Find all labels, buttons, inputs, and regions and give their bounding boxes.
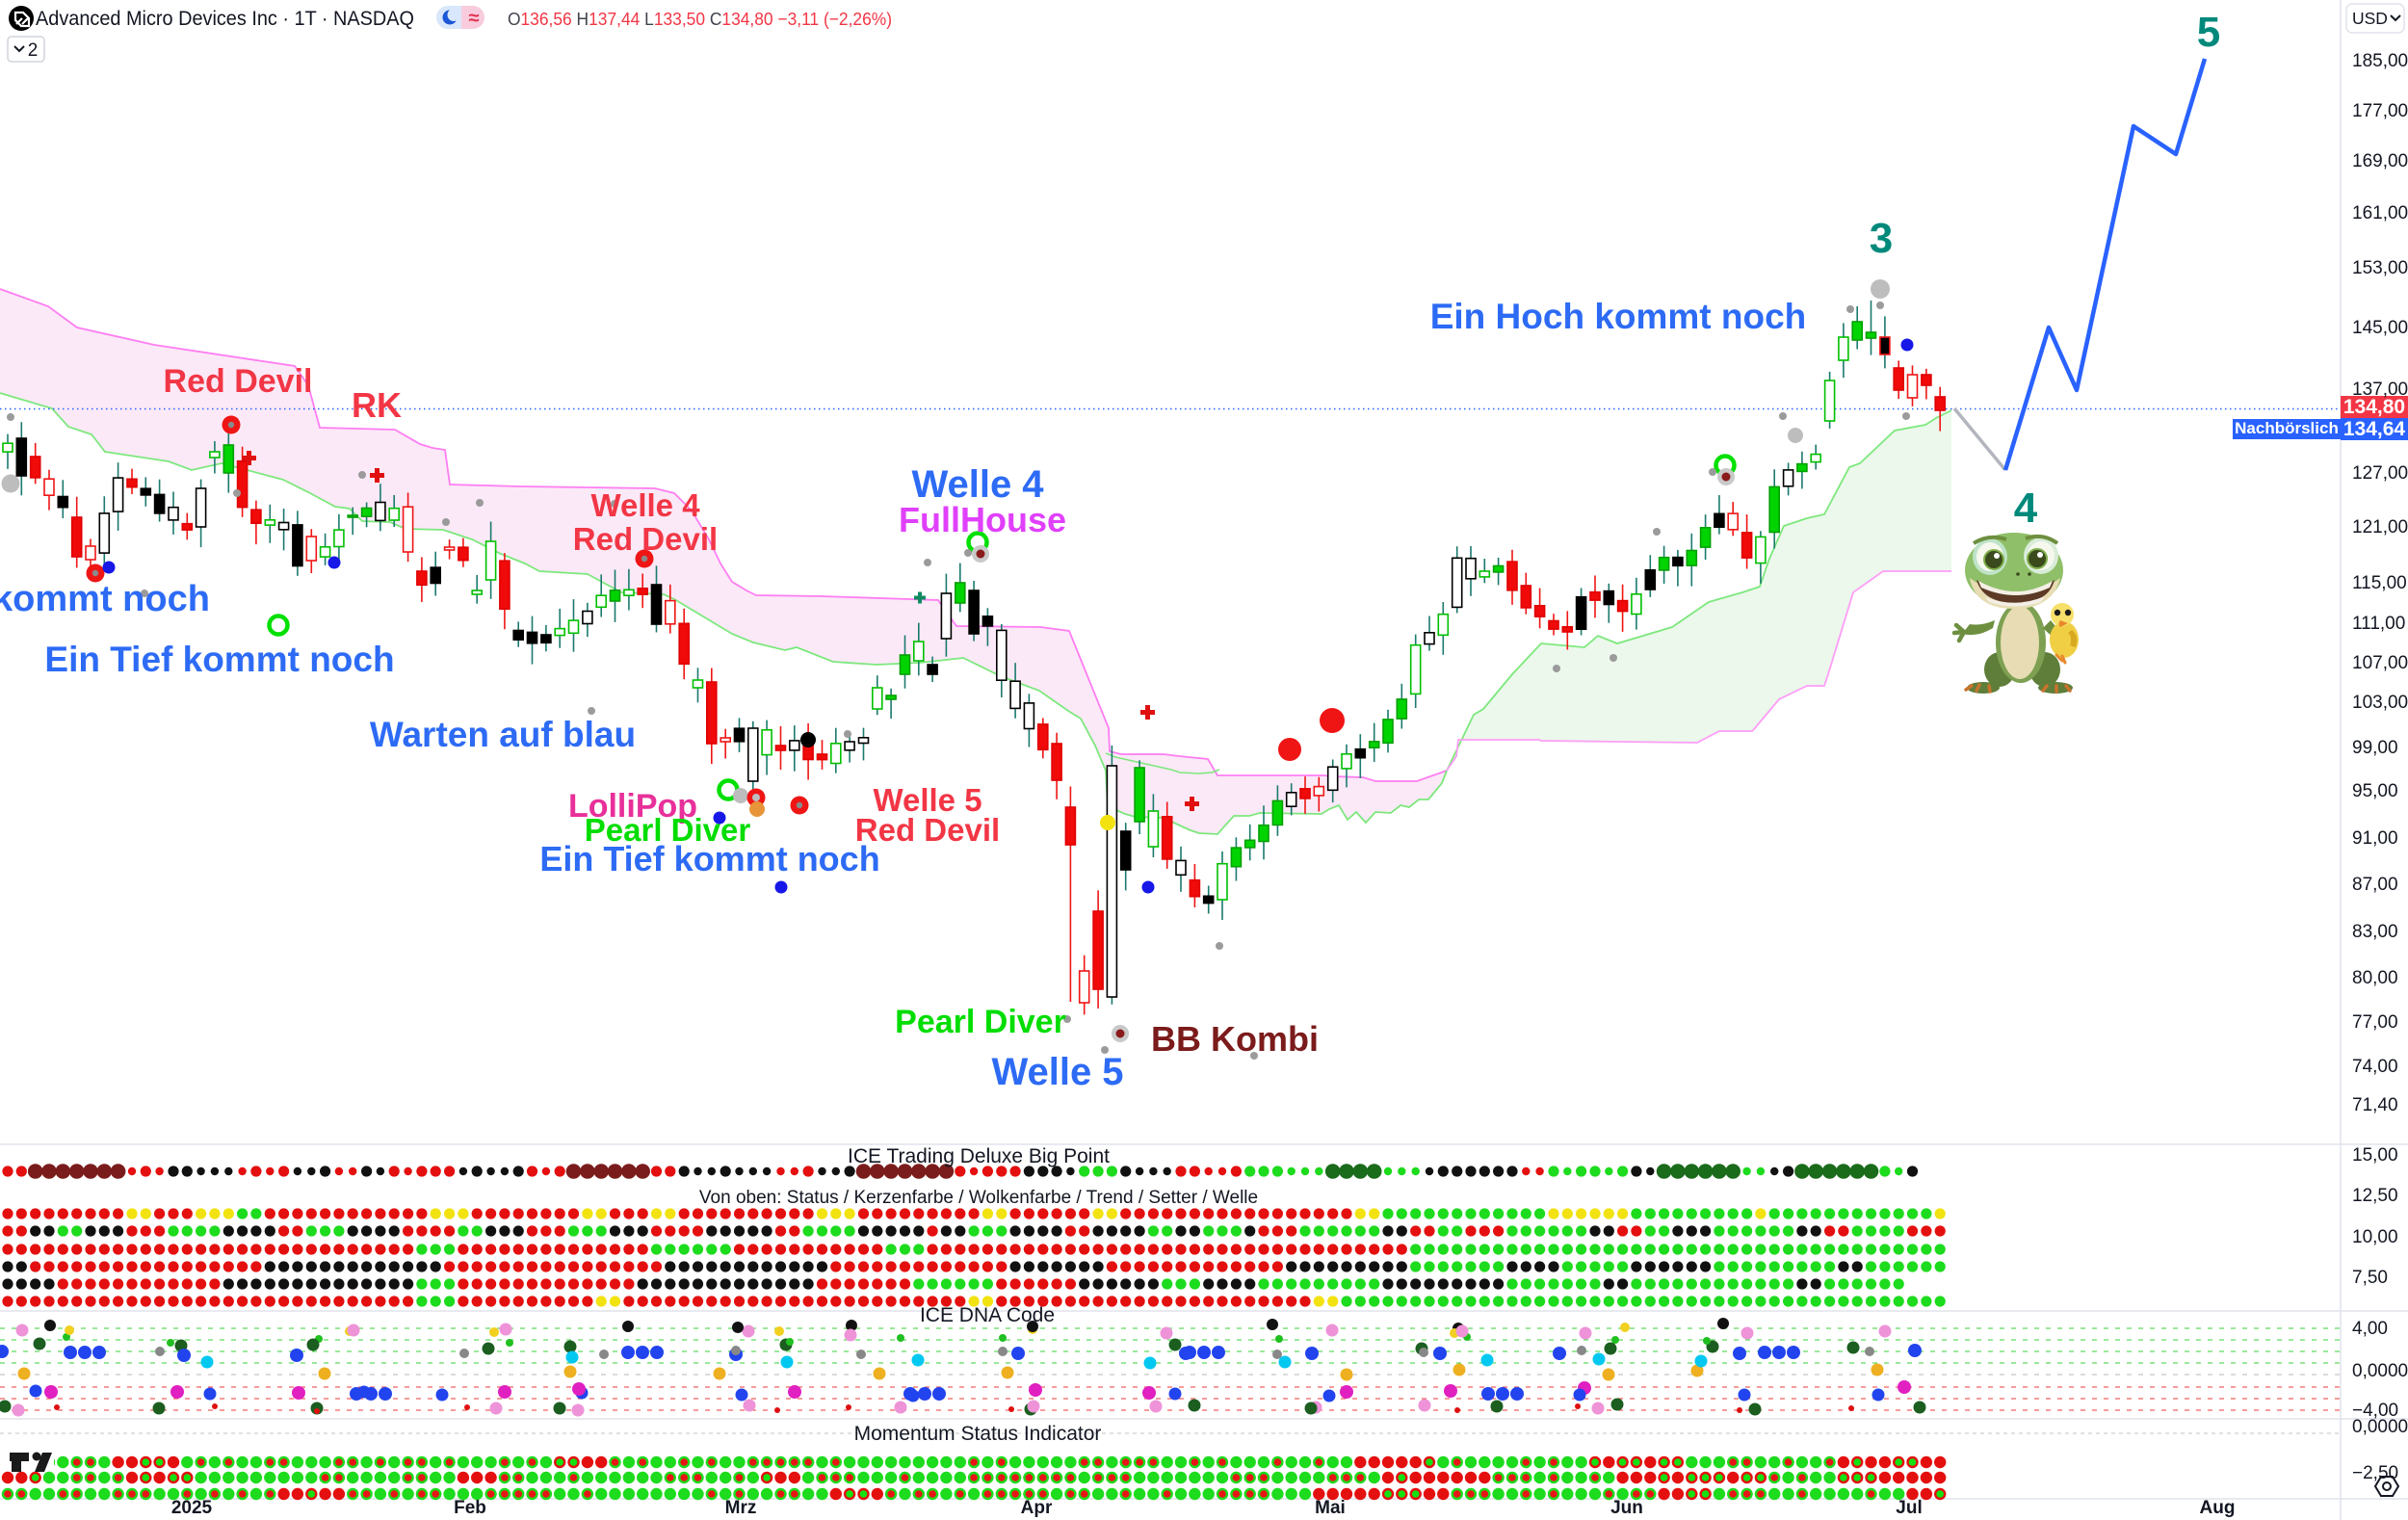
svg-text:Mrz: Mrz	[725, 1498, 757, 1518]
svg-text:Welle 5: Welle 5	[991, 1051, 1123, 1093]
svg-text:Welle 4: Welle 4	[590, 487, 700, 523]
svg-text:LolliPop: LolliPop	[568, 788, 697, 825]
svg-text:99,00: 99,00	[2352, 738, 2398, 758]
svg-text:Jul: Jul	[1896, 1498, 1922, 1518]
svg-text:12,50: 12,50	[2352, 1186, 2398, 1206]
svg-text:Welle 4: Welle 4	[911, 463, 1044, 506]
svg-text:87,00: 87,00	[2352, 875, 2398, 895]
svg-text:Ein Hoch kommt noch: Ein Hoch kommt noch	[1430, 297, 1807, 336]
svg-text:Advanced Micro Devices Inc · 1: Advanced Micro Devices Inc · 1T · NASDAQ	[36, 8, 414, 30]
svg-text:Warten auf blau: Warten auf blau	[370, 715, 636, 754]
svg-text:185,00: 185,00	[2352, 51, 2408, 71]
svg-text:≈: ≈	[469, 8, 480, 29]
svg-text:2: 2	[28, 40, 39, 61]
svg-text:0,0000: 0,0000	[2352, 1361, 2408, 1381]
svg-text:Red Devil: Red Devil	[164, 363, 313, 400]
svg-text:161,00: 161,00	[2352, 203, 2408, 223]
svg-text:134,80: 134,80	[2343, 396, 2405, 418]
svg-text:Ein Tief kommt noch: Ein Tief kommt noch	[539, 839, 879, 878]
svg-text:134,64: 134,64	[2343, 418, 2406, 440]
svg-text:83,00: 83,00	[2352, 922, 2398, 942]
svg-text:Apr: Apr	[1021, 1498, 1053, 1518]
svg-text:BB Kombi: BB Kombi	[1151, 1019, 1319, 1059]
svg-text:10,00: 10,00	[2352, 1227, 2398, 1247]
svg-text:O136,56 H137,44 L133,50 C134,8: O136,56 H137,44 L133,50 C134,80 −3,11 (−…	[508, 9, 892, 29]
svg-text:USD: USD	[2352, 9, 2388, 28]
svg-text:7,50: 7,50	[2352, 1268, 2388, 1288]
svg-text:Aug: Aug	[2200, 1498, 2236, 1518]
svg-text:107,00: 107,00	[2352, 653, 2408, 673]
svg-text:Welle 5: Welle 5	[873, 782, 982, 818]
svg-text:169,00: 169,00	[2352, 151, 2408, 171]
svg-text:Jun: Jun	[1610, 1498, 1643, 1518]
svg-text:Mai: Mai	[1315, 1498, 1346, 1518]
svg-text:3: 3	[1870, 215, 1893, 262]
svg-text:4,00: 4,00	[2352, 1319, 2388, 1339]
svg-text:80,00: 80,00	[2352, 968, 2398, 988]
svg-text:95,00: 95,00	[2352, 781, 2398, 801]
svg-text:kommt noch: kommt noch	[0, 579, 210, 619]
svg-text:ICE Trading Deluxe Big Point: ICE Trading Deluxe Big Point	[848, 1145, 1110, 1167]
svg-text:111,00: 111,00	[2352, 614, 2405, 634]
svg-text:Feb: Feb	[454, 1498, 486, 1518]
svg-text:4: 4	[2014, 485, 2038, 532]
svg-text:77,00: 77,00	[2352, 1012, 2398, 1033]
svg-text:121,00: 121,00	[2352, 517, 2408, 537]
svg-text:Red Devil: Red Devil	[855, 812, 1000, 848]
svg-text:115,00: 115,00	[2352, 573, 2407, 593]
svg-text:Red Devil: Red Devil	[573, 521, 718, 557]
svg-text:Pearl Diver: Pearl Diver	[585, 812, 751, 848]
svg-text:137,00: 137,00	[2352, 380, 2408, 400]
svg-text:Pearl Diver: Pearl Diver	[895, 1004, 1066, 1040]
svg-text:103,00: 103,00	[2352, 693, 2408, 713]
svg-text:−2,50: −2,50	[2352, 1463, 2398, 1483]
svg-text:5: 5	[2197, 9, 2220, 56]
svg-text:0,0000: 0,0000	[2352, 1417, 2408, 1437]
svg-text:Ein Tief kommt noch: Ein Tief kommt noch	[44, 640, 394, 679]
svg-text:71,40: 71,40	[2352, 1095, 2398, 1115]
svg-text:−4,00: −4,00	[2352, 1401, 2398, 1421]
svg-text:Von oben: Status / Kerzenfarbe: Von oben: Status / Kerzenfarbe / Wolkenf…	[699, 1188, 1258, 1208]
svg-text:Momentum Status Indicator: Momentum Status Indicator	[854, 1423, 1102, 1445]
svg-text:74,00: 74,00	[2352, 1057, 2398, 1077]
svg-text:15,00: 15,00	[2352, 1145, 2398, 1166]
svg-text:FullHouse: FullHouse	[899, 500, 1066, 539]
svg-text:91,00: 91,00	[2352, 828, 2398, 849]
svg-text:Nachbörslich: Nachbörslich	[2235, 419, 2339, 437]
svg-text:145,00: 145,00	[2352, 318, 2408, 338]
svg-text:RK: RK	[352, 385, 402, 425]
svg-text:153,00: 153,00	[2352, 258, 2408, 278]
svg-text:177,00: 177,00	[2352, 101, 2408, 121]
svg-text:2025: 2025	[171, 1498, 213, 1518]
svg-text:ICE DNA Code: ICE DNA Code	[920, 1304, 1055, 1326]
svg-text:127,00: 127,00	[2352, 463, 2408, 484]
